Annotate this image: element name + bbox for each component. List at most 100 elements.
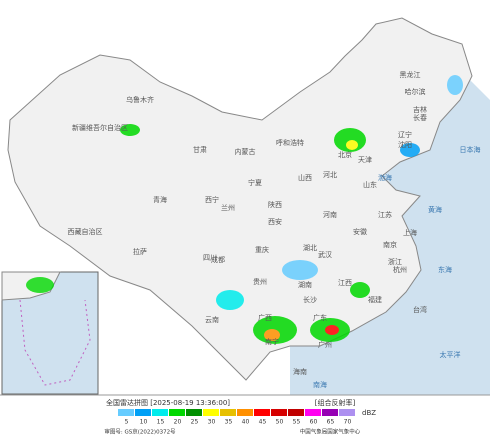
place-label: 北京 <box>338 150 352 159</box>
place-label: 湖南 <box>298 280 312 289</box>
dashed-line <box>19 299 91 386</box>
scale-swatch <box>203 409 219 416</box>
scale-swatch <box>169 409 185 416</box>
place-label: 长春 <box>413 113 427 122</box>
place-label: 上海 <box>403 228 417 237</box>
scale-swatch <box>152 409 168 416</box>
place-label: 南宁 <box>265 337 279 346</box>
scale-label: 5 <box>125 419 129 426</box>
place-label: 四川 <box>203 254 217 262</box>
echo <box>264 329 280 341</box>
scale-label: 25 <box>191 419 199 426</box>
scale-swatch <box>186 409 202 416</box>
place-label: 贵州 <box>253 277 267 286</box>
place-label: 江西 <box>338 279 352 287</box>
scale-label: 70 <box>344 419 352 426</box>
south-china-sea-inset <box>1 271 99 395</box>
place-label: 海南 <box>293 367 307 376</box>
scale-swatch <box>135 409 151 416</box>
echo <box>26 277 54 293</box>
place-label: 广西 <box>258 313 272 322</box>
place-label: 沈阳 <box>398 140 412 149</box>
scale-swatch <box>322 409 338 416</box>
scale-label: 20 <box>174 419 182 426</box>
place-label: 吉林 <box>413 105 427 114</box>
place-label: 青海 <box>153 195 167 204</box>
place-label: 山西 <box>298 173 312 182</box>
place-label: 黑龙江 <box>400 70 421 79</box>
sea-label: 渤海 <box>378 173 392 182</box>
place-label: 西藏自治区 <box>68 227 103 236</box>
place-label: 武汉 <box>318 250 332 259</box>
scale-label: 40 <box>242 419 250 426</box>
place-label: 辽宁 <box>398 130 412 139</box>
sea <box>290 80 490 395</box>
place-label: 河南 <box>323 210 337 219</box>
scale-swatch <box>118 409 134 416</box>
radar-echoes <box>120 75 463 344</box>
place-label: 湖北 <box>303 243 317 252</box>
place-label: 南京 <box>383 240 397 249</box>
place-label: 广东 <box>313 313 327 322</box>
place-label: 浙江 <box>388 257 402 266</box>
scale-label: 10 <box>140 419 148 426</box>
sea-label: 南海 <box>313 380 327 389</box>
sea-label: 太平洋 <box>440 350 461 359</box>
color-scale: 5 10 15 20 25 30 35 40 45 50 55 60 65 70 <box>118 409 355 426</box>
echo <box>120 124 140 136</box>
legend-product: [组合反射率] <box>315 398 356 407</box>
place-label: 广州 <box>318 340 332 349</box>
scale-swatch <box>305 409 321 416</box>
echo <box>447 75 463 95</box>
place-label: 内蒙古 <box>235 147 256 156</box>
echo <box>334 128 366 152</box>
place-label: 西安 <box>268 217 282 226</box>
scale-label: 55 <box>293 419 301 426</box>
scale-swatch <box>288 409 304 416</box>
place-label: 河北 <box>323 171 337 179</box>
place-label: 江苏 <box>378 210 392 219</box>
sea-label: 日本海 <box>460 145 481 154</box>
place-label: 新疆维吾尔自治区 <box>72 123 128 132</box>
echo <box>216 290 244 310</box>
legend-unit: dBZ <box>362 409 376 417</box>
place-label: 兰州 <box>221 203 235 212</box>
scale-swatch <box>339 409 355 416</box>
place-label: 宁夏 <box>248 178 262 187</box>
place-label: 云南 <box>205 315 219 324</box>
scale-label: 35 <box>225 419 233 426</box>
place-label: 重庆 <box>255 245 269 254</box>
scale-swatch <box>271 409 287 416</box>
scale-label: 15 <box>157 419 165 426</box>
scale-swatch <box>220 409 236 416</box>
echo <box>282 260 318 280</box>
approval-number: 审图号: GS京(2022)0372号 <box>104 428 176 436</box>
place-label: 哈尔滨 <box>405 87 426 96</box>
echo <box>346 140 358 150</box>
scale-label: 45 <box>259 419 267 426</box>
place-label: 乌鲁木齐 <box>126 95 154 104</box>
place-label: 安徽 <box>353 227 367 236</box>
place-label: 山东 <box>363 180 377 189</box>
place-label: 西宁 <box>205 195 219 204</box>
place-label: 杭州 <box>393 265 407 274</box>
place-label: 长沙 <box>303 295 317 304</box>
place-label: 福建 <box>368 295 382 304</box>
scale-swatch <box>254 409 270 416</box>
scale-label: 30 <box>208 419 216 426</box>
scale-swatch <box>237 409 253 416</box>
place-label: 拉萨 <box>133 247 147 256</box>
place-label: 台湾 <box>413 305 427 314</box>
place-label: 天津 <box>358 156 372 164</box>
place-label: 陕西 <box>268 200 282 209</box>
echo <box>350 282 370 298</box>
scale-label: 60 <box>310 419 318 426</box>
echo <box>400 143 420 157</box>
place-label: 成都 <box>211 255 225 264</box>
scale-label: 65 <box>327 419 335 426</box>
place-label: 呼和浩特 <box>276 138 304 147</box>
legend-title: 全国雷达拼图 [2025-08-19 13:36:00] <box>106 398 230 407</box>
